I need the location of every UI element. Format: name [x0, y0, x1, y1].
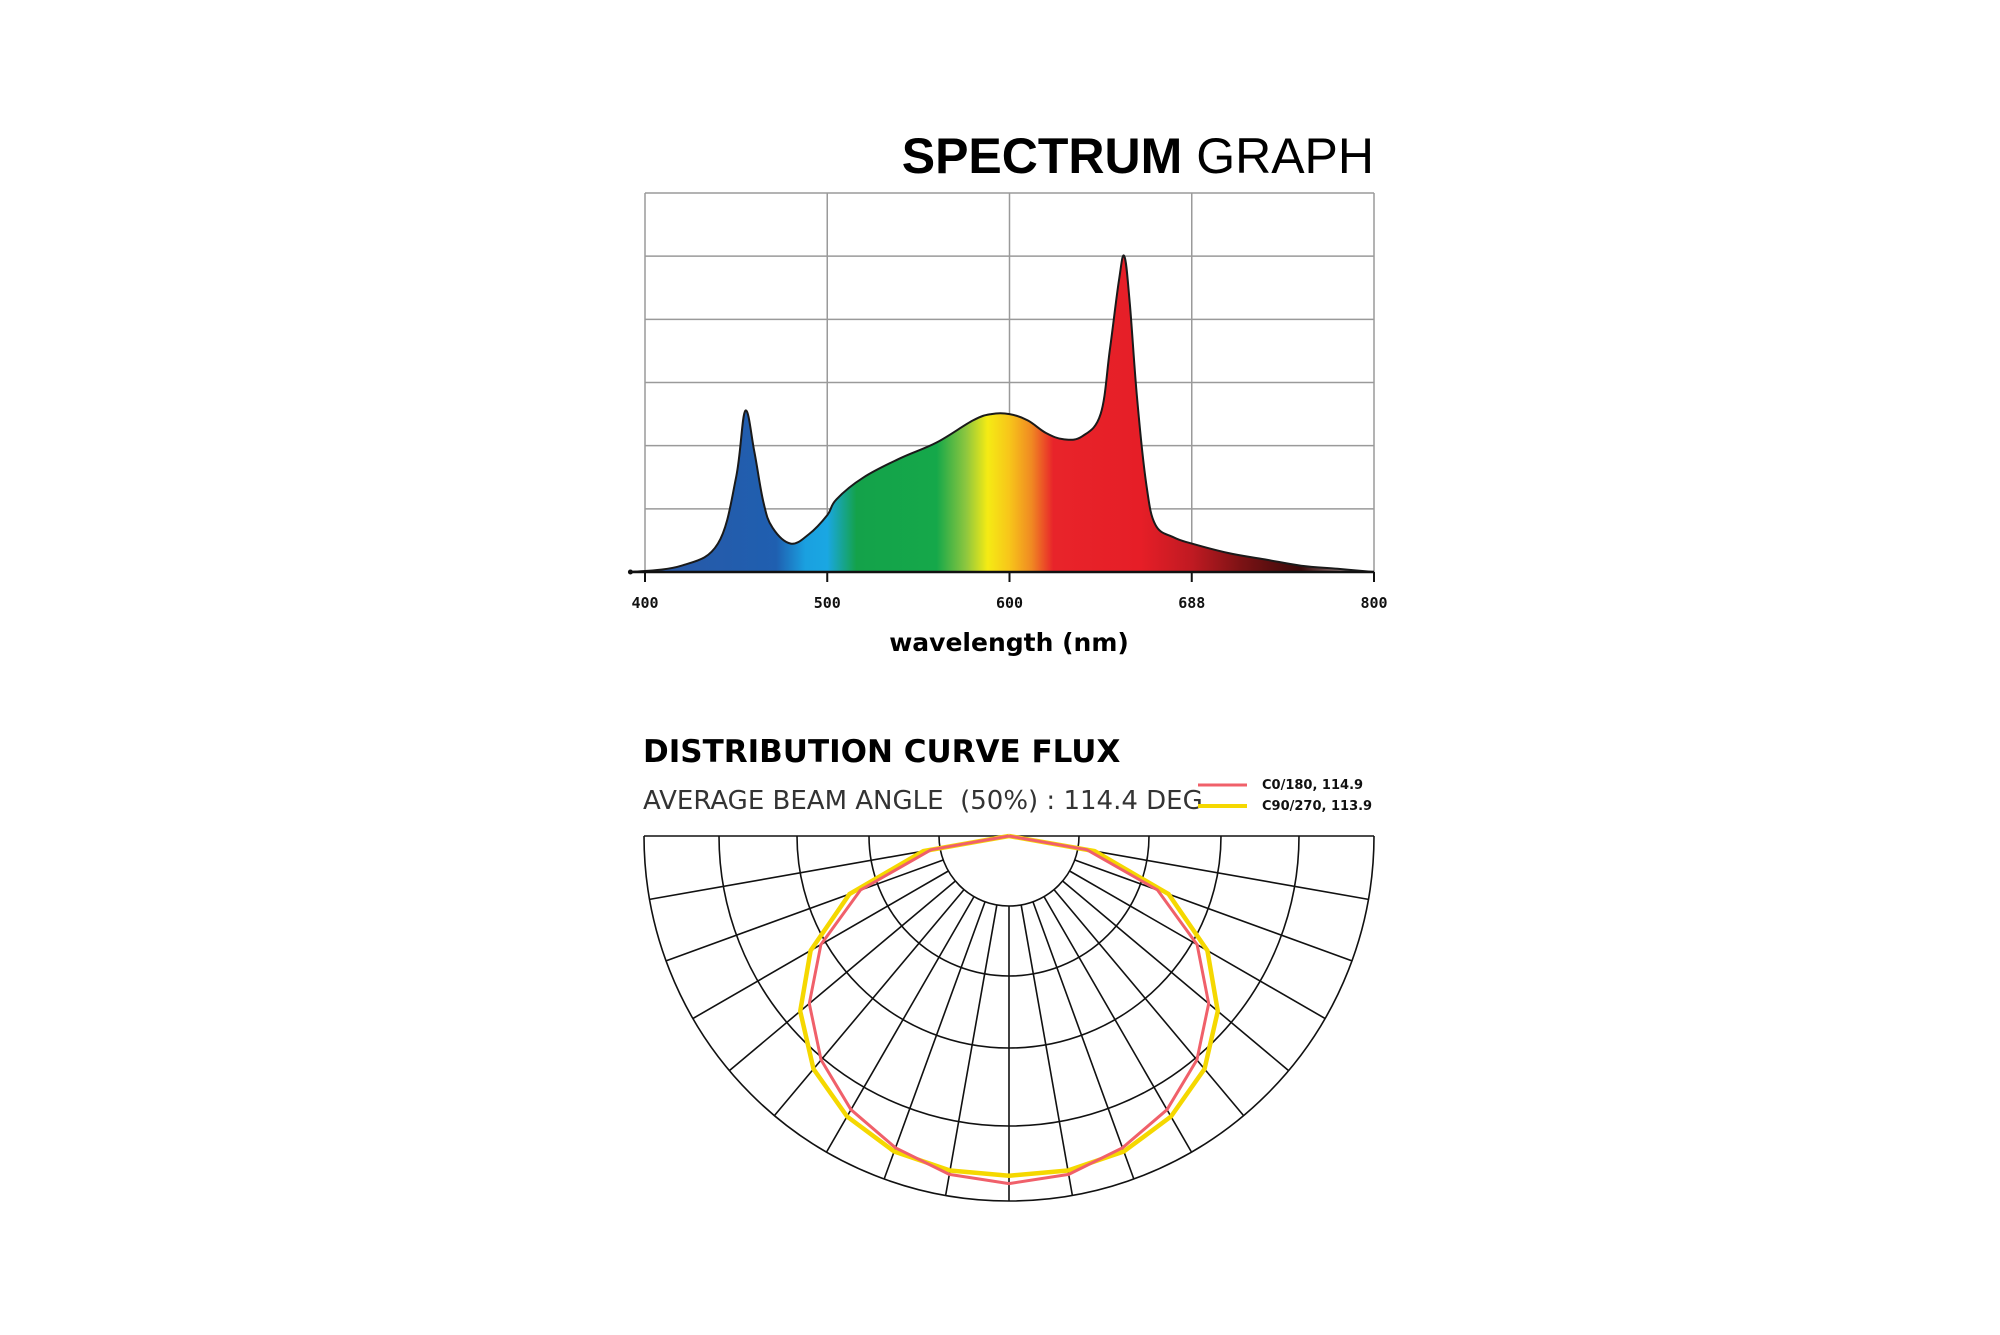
- polar-spoke: [1032, 901, 1135, 1180]
- spectrum-tick-label-3: 688: [1178, 594, 1205, 612]
- polar-spoke: [1020, 904, 1074, 1196]
- polar-curves: [797, 833, 1221, 1186]
- polar-curve-c90-270: [797, 833, 1221, 1178]
- polar-grid: [643, 835, 1375, 1202]
- legend-label-1: C90/270, 113.9: [1262, 799, 1372, 814]
- spectrum-baseline-dot: [627, 569, 633, 575]
- polar-spoke: [825, 896, 975, 1153]
- spectrum-x-axis: [627, 569, 1375, 582]
- polar-spoke: [1053, 889, 1245, 1117]
- spectrum-area: [630, 254, 1375, 573]
- spectrum-tick-label-1: 500: [814, 594, 841, 612]
- spectrum-tick-label-0: 400: [631, 594, 658, 612]
- polar-legend: C0/180, 114.9 C90/270, 113.9: [1198, 778, 1372, 814]
- polar-spoke: [944, 904, 998, 1196]
- polar-subtitle: AVERAGE BEAM ANGLE (50%) : 114.4 DEG: [643, 786, 1203, 816]
- spectrum-title-rest: GRAPH: [1182, 128, 1374, 184]
- spectrum-title-bold: SPECTRUM: [902, 128, 1183, 184]
- polar-spoke: [883, 901, 986, 1180]
- polar-title: DISTRIBUTION CURVE FLUX: [643, 734, 1120, 770]
- polar-curve-c0-180: [807, 834, 1211, 1186]
- spectrum-tick-label-2: 600: [996, 594, 1023, 612]
- polar-spoke: [665, 859, 944, 962]
- polar-spoke: [1077, 847, 1369, 901]
- polar-spoke: [1043, 896, 1193, 1153]
- spectrum-title: SPECTRUM GRAPH: [902, 128, 1374, 184]
- legend-label-0: C0/180, 114.9: [1262, 778, 1363, 793]
- polar-spoke: [773, 889, 965, 1117]
- spectrum-tick-label-4: 800: [1360, 594, 1387, 612]
- spectrum-x-axis-label: wavelength (nm): [889, 628, 1129, 657]
- polar-spoke: [1062, 880, 1290, 1072]
- spectrum-tick-labels: 400 500 600 688 800: [631, 594, 1387, 612]
- polar-spoke: [728, 880, 956, 1072]
- polar-spoke: [1074, 859, 1353, 962]
- polar-spoke: [649, 847, 941, 901]
